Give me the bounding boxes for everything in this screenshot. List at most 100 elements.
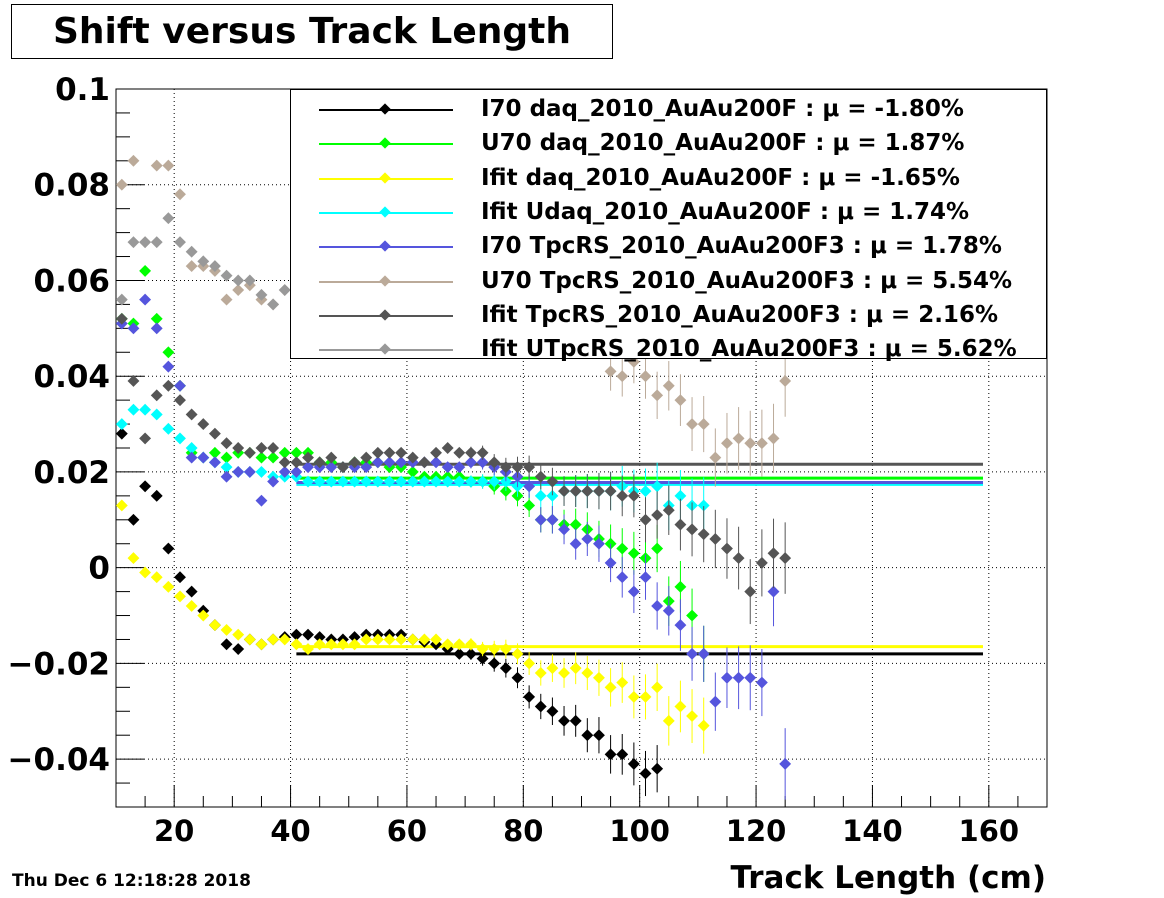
data-point	[639, 513, 652, 526]
data-point	[255, 451, 268, 464]
data-point	[115, 312, 128, 325]
data-point	[162, 422, 175, 435]
data-point	[139, 566, 152, 579]
data-point	[465, 475, 477, 488]
data-point	[115, 293, 128, 306]
data-point	[232, 628, 245, 641]
data-point	[197, 451, 210, 464]
data-point	[627, 757, 640, 770]
data-point	[174, 188, 186, 201]
data-point	[150, 322, 163, 335]
legend-mu-value: μ = -1.65%	[818, 164, 960, 191]
data-point	[534, 489, 547, 502]
data-point	[697, 719, 710, 732]
data-point	[150, 159, 163, 172]
data-point	[476, 475, 489, 488]
data-point	[348, 631, 361, 644]
legend-marker	[379, 137, 391, 149]
legend-label: U70 TpcRS_2010_AuAu200F3 : μ = 5.54%	[481, 268, 1012, 294]
data-point	[185, 245, 198, 258]
data-point	[127, 236, 140, 249]
data-point	[290, 456, 303, 469]
data-point	[278, 465, 291, 478]
data-point	[441, 442, 454, 454]
data-point	[488, 475, 501, 488]
data-point	[185, 408, 198, 421]
legend-label: Ifit UTpcRS_2010_AuAu200F3 : μ = 5.62%	[481, 336, 1017, 362]
data-point	[558, 714, 570, 727]
data-point	[604, 748, 617, 761]
series-group	[115, 499, 710, 754]
data-point	[290, 465, 303, 478]
data-point	[581, 729, 594, 742]
data-point	[651, 681, 664, 694]
data-point	[267, 633, 280, 646]
data-point	[755, 437, 768, 450]
legend-entry: Ifit daq_2010_AuAu200F : μ = -1.65%	[291, 163, 1046, 197]
data-point	[150, 408, 163, 421]
legend-entry: I70 daq_2010_AuAu200F : μ = -1.80%	[291, 94, 1046, 128]
data-point	[371, 446, 384, 459]
data-point	[744, 437, 757, 450]
data-point	[662, 714, 675, 727]
data-point	[755, 556, 768, 569]
data-point	[686, 418, 698, 431]
data-point	[674, 394, 687, 407]
data-point	[360, 461, 373, 474]
data-point	[732, 671, 745, 684]
data-point	[593, 485, 605, 498]
data-point	[755, 676, 768, 689]
data-point	[465, 638, 477, 651]
data-point	[779, 375, 792, 387]
data-point	[232, 465, 245, 478]
series-group	[115, 212, 291, 311]
data-point	[662, 379, 675, 392]
data-point	[465, 456, 477, 469]
legend-label: Ifit TpcRS_2010_AuAu200F3 : μ = 2.16%	[481, 302, 998, 328]
legend-label: Ifit Udaq_2010_AuAu200F : μ = 1.74%	[481, 199, 969, 225]
x-tick-label: 40	[270, 814, 310, 848]
data-point	[523, 499, 536, 512]
x-tick-label: 160	[959, 814, 1020, 848]
legend-mu-value: μ = 1.78%	[869, 233, 1002, 260]
data-point	[313, 475, 326, 488]
data-point	[185, 600, 198, 612]
legend-series-name: I70 TpcRS_2010_AuAu200F3 :	[481, 233, 870, 260]
data-point	[558, 523, 570, 536]
data-point	[325, 475, 338, 488]
legend-mu-value: μ = 5.54%	[880, 267, 1013, 294]
data-point	[499, 461, 512, 474]
data-point	[360, 451, 373, 464]
data-point	[255, 494, 268, 507]
data-point	[139, 293, 152, 306]
data-point	[208, 427, 221, 440]
data-point	[220, 470, 233, 483]
data-point	[593, 537, 605, 550]
data-point	[395, 446, 408, 459]
data-point	[115, 178, 128, 191]
data-point	[686, 647, 698, 660]
legend-mu-value: μ = 1.87%	[832, 130, 965, 157]
data-point	[325, 461, 338, 474]
data-point	[511, 461, 524, 474]
data-point	[453, 475, 466, 488]
data-point	[395, 456, 408, 469]
data-point	[360, 633, 373, 646]
data-point	[290, 446, 303, 459]
legend-mu-value: μ = -1.80%	[822, 96, 964, 122]
data-point	[162, 379, 175, 392]
y-tick-label: 0.04	[34, 359, 111, 395]
data-point	[674, 518, 687, 531]
data-point	[581, 533, 594, 545]
data-point	[395, 633, 408, 646]
legend-label: I70 TpcRS_2010_AuAu200F3 : μ = 1.78%	[481, 233, 1002, 259]
legend-marker	[379, 171, 391, 184]
data-point	[697, 418, 710, 431]
data-point	[139, 403, 152, 416]
data-point	[581, 485, 594, 498]
data-point	[616, 489, 629, 502]
data-point	[150, 489, 163, 502]
data-point	[651, 542, 664, 555]
y-tick-label: 0.08	[34, 168, 111, 204]
data-point	[744, 585, 757, 598]
